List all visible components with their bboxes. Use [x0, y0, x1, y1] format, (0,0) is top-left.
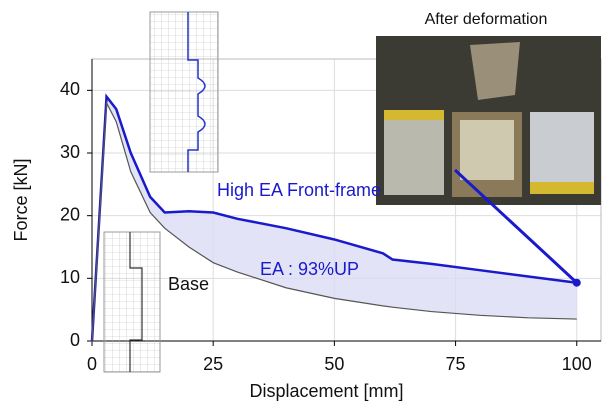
x-tick-label: 75	[446, 354, 466, 374]
x-tick-label: 100	[562, 354, 592, 374]
x-axis-label: Displacement [mm]	[249, 381, 403, 401]
series-label: High EA Front-frame	[217, 180, 381, 200]
y-tick-label: 40	[60, 79, 80, 99]
x-tick-label: 0	[87, 354, 97, 374]
inset-high	[150, 12, 218, 172]
x-tick-label: 25	[203, 354, 223, 374]
series-label: Base	[168, 274, 209, 294]
callout-dot	[573, 279, 581, 287]
y-axis-label: Force [kN]	[11, 158, 31, 241]
y-tick-label: 0	[70, 330, 80, 350]
y-tick-label: 20	[60, 204, 80, 224]
x-tick-label: 50	[324, 354, 344, 374]
annotation: After deformation	[425, 11, 548, 28]
inset-base	[104, 232, 160, 372]
y-tick-label: 30	[60, 142, 80, 162]
annotation: EA : 93%UP	[260, 259, 359, 279]
y-tick-label: 10	[60, 267, 80, 287]
photo	[376, 36, 601, 205]
chart: 0 10 20 30 40 0 25 50 75 100 Displacement [mm] Forc…	[0, 0, 613, 409]
